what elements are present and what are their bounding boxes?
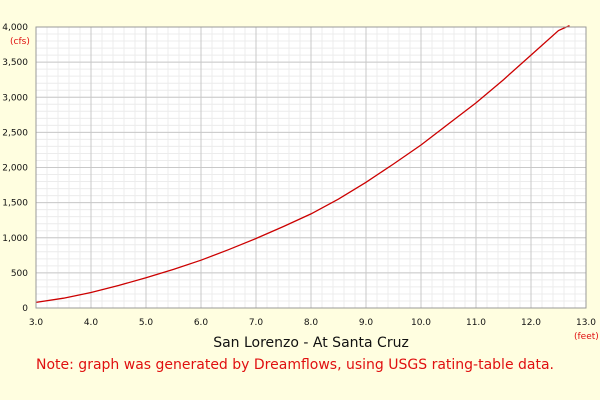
- y-axis-tick-labels: 0 500 1,000 1,500 2,000 2,500 3,000 3,500 4,000: [2, 23, 28, 314]
- x-tick-label: 3.0: [29, 318, 44, 328]
- x-tick-label: 6.0: [194, 318, 209, 328]
- y-tick-label: 4,000: [2, 23, 28, 33]
- y-tick-label: 2,000: [2, 164, 28, 174]
- y-tick-label: 1,500: [2, 199, 28, 209]
- footnote: Note: graph was generated by Dreamflows,…: [36, 357, 554, 373]
- y-tick-label: 0: [22, 304, 28, 314]
- x-tick-label: 13.0: [576, 318, 596, 328]
- x-tick-label: 4.0: [84, 318, 99, 328]
- y-tick-label: 1,000: [2, 234, 28, 244]
- x-tick-label: 5.0: [139, 318, 154, 328]
- x-tick-label: 12.0: [521, 318, 541, 328]
- x-tick-label: 7.0: [249, 318, 264, 328]
- y-tick-label: 500: [11, 269, 28, 279]
- x-tick-label: 11.0: [466, 318, 486, 328]
- x-tick-label: 9.0: [359, 318, 374, 328]
- x-tick-label: 10.0: [411, 318, 431, 328]
- chart-title: San Lorenzo - At Santa Cruz: [213, 335, 409, 351]
- plot-border: [35, 26, 587, 309]
- y-tick-label: 3,000: [2, 93, 28, 103]
- x-axis-tick-labels: 3.0 4.0 5.0 6.0 7.0 8.0 9.0 10.0 11.0 12.0 13.0: [29, 318, 596, 328]
- y-tick-label: 3,500: [2, 58, 28, 68]
- rating-curve-line: [35, 25, 570, 304]
- major-grid: [35, 26, 587, 309]
- x-unit-label: (feet): [574, 332, 599, 342]
- y-tick-label: 2,500: [2, 128, 28, 138]
- y-unit-label: (cfs): [10, 37, 30, 47]
- x-tick-label: 8.0: [304, 318, 319, 328]
